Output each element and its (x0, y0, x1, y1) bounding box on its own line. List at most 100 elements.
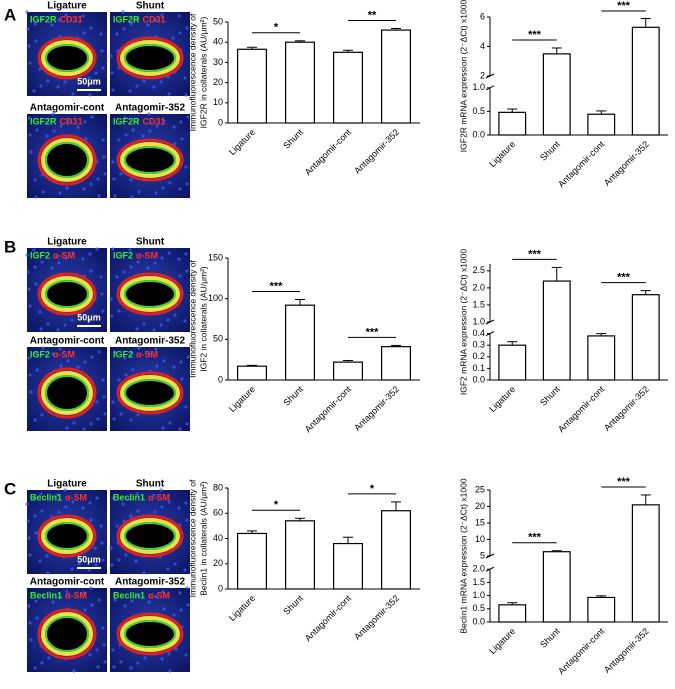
bar (542, 551, 571, 623)
nucleus (152, 85, 156, 89)
significance-label: * (370, 483, 375, 495)
stain-label: Beclin1 (113, 492, 145, 502)
bar (333, 51, 364, 124)
nucleus (33, 178, 37, 182)
stain-label: CD31 (60, 14, 83, 24)
nucleus (82, 31, 86, 35)
nucleus (161, 426, 165, 430)
nucleus (46, 322, 50, 326)
nucleus (160, 256, 164, 260)
nucleus (66, 359, 70, 363)
vessel-outer (37, 36, 97, 80)
nucleus (103, 172, 107, 176)
x-tick-label: Antagomir-cont (556, 626, 607, 677)
nucleus (96, 177, 100, 181)
nucleus (64, 505, 68, 509)
nucleus (121, 502, 125, 506)
vessel-inner (124, 44, 176, 72)
vessel-wall (120, 142, 180, 178)
nucleus (185, 269, 189, 273)
nucleus (100, 49, 104, 53)
nucleus (142, 322, 146, 326)
nucleus (89, 182, 93, 186)
x-tick-label: Ligature (487, 384, 517, 414)
y-tick-label: 0 (218, 117, 223, 127)
nucleus (179, 120, 183, 124)
nucleus (131, 128, 135, 132)
nucleus (172, 613, 176, 617)
bar (381, 510, 412, 590)
image-title: Antagomir-cont (30, 103, 105, 114)
bar (333, 542, 364, 590)
nucleus (162, 359, 166, 363)
vessel-inner (45, 280, 89, 308)
nucleus (129, 514, 133, 518)
nucleus (117, 309, 121, 313)
nucleus (101, 558, 105, 562)
nucleus (184, 165, 188, 169)
x-tick-label: Shunt (538, 384, 562, 408)
nucleus (102, 155, 106, 159)
nucleus (137, 190, 141, 194)
y-tick-label: 25 (475, 484, 485, 494)
nucleus (115, 32, 119, 36)
nucleus (153, 261, 157, 265)
nucleus (70, 567, 74, 571)
image-title: Ligature (47, 1, 87, 12)
nucleus (180, 137, 184, 141)
stain-label: IGF2R (113, 14, 140, 24)
nucleus (84, 137, 88, 141)
vessel-outer (116, 36, 184, 80)
nucleus (119, 172, 123, 176)
x-tick-label: Antagomir-cont (556, 139, 607, 190)
nucleus (28, 304, 32, 308)
nucleus (47, 656, 51, 660)
nucleus (180, 377, 184, 381)
nucleus (35, 128, 39, 132)
nucleus (56, 85, 60, 89)
nucleus (90, 115, 94, 119)
nucleus (87, 76, 91, 80)
nucleus (97, 598, 101, 602)
nucleus (70, 318, 74, 322)
stain-label: α-SM (148, 590, 170, 600)
stain-label: α-SM (136, 349, 158, 359)
nucleus (121, 10, 125, 14)
y-tick-label: 0.5 (472, 603, 485, 613)
nucleus (88, 653, 92, 657)
nucleus (34, 282, 38, 286)
nucleus (81, 506, 85, 510)
nucleus (112, 177, 116, 181)
vessel-inner (45, 522, 89, 550)
stain-label: Beclin1 (113, 590, 145, 600)
y-tick-label: 20 (213, 558, 223, 568)
nucleus (159, 323, 163, 327)
nucleus (167, 652, 171, 656)
nucleus (177, 506, 181, 510)
nucleus (95, 400, 99, 404)
x-tick-label: Antagomir-352 (602, 626, 651, 675)
nucleus (110, 71, 114, 75)
nucleus (131, 368, 135, 372)
nucleus (122, 270, 126, 274)
nucleus (94, 314, 98, 318)
nucleus (59, 124, 63, 128)
nucleus (96, 417, 100, 421)
nucleus (71, 500, 75, 504)
nucleus (99, 32, 103, 36)
image-title: Antagomir-352 (115, 577, 185, 588)
nucleus (186, 355, 190, 359)
vessel-wall (41, 518, 93, 554)
significance-label: *** (528, 29, 542, 41)
nucleus (101, 138, 105, 142)
nucleus (155, 124, 159, 128)
nucleus (46, 571, 50, 575)
nucleus (35, 368, 39, 372)
vessel-outer (116, 371, 184, 415)
nucleus (160, 13, 164, 17)
nucleus (102, 395, 106, 399)
nucleus (153, 510, 157, 514)
bar (237, 365, 268, 381)
nucleus (173, 313, 177, 317)
